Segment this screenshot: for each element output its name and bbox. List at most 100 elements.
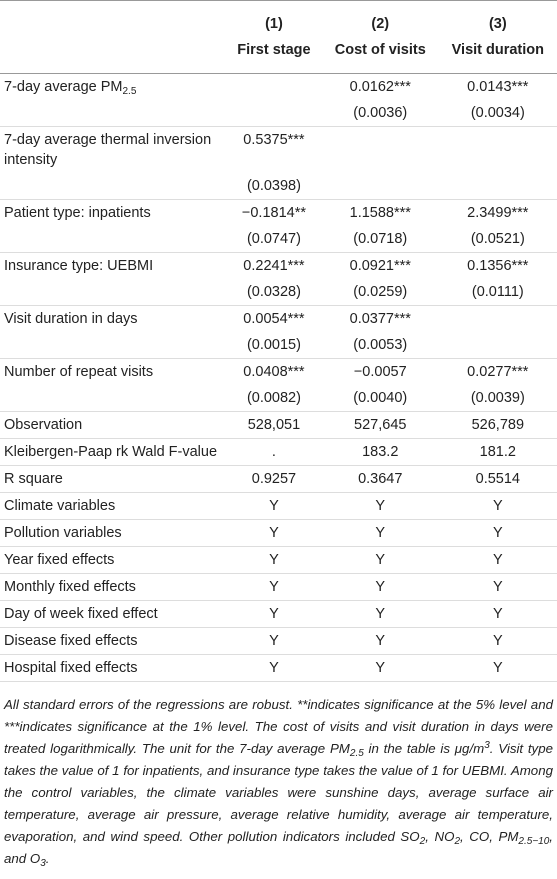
table-head: (1) First stage (2) Cost of visits (3) Visit … xyxy=(0,0,557,74)
se-cell xyxy=(321,173,439,200)
row-label-text: 7-day average PM xyxy=(4,79,123,95)
coef-cell: Y xyxy=(438,492,557,520)
row-label: Disease fixed effects xyxy=(0,627,226,655)
coef-cell: 0.2241*** xyxy=(243,258,305,274)
coef-cell: 0.5514 xyxy=(438,465,557,493)
se-cell: (0.0039) xyxy=(438,385,557,412)
coef-cell: . xyxy=(226,438,322,466)
se-cell xyxy=(226,100,322,127)
se-cell: (0.0111) xyxy=(438,279,557,306)
note-text: . Visit type takes the value of 1 for in… xyxy=(4,741,553,844)
se-cell: (0.0259) xyxy=(321,279,439,306)
note-sub: 2 xyxy=(454,836,460,847)
coef-cell: Y xyxy=(321,600,439,628)
se-cell: (0.0747) xyxy=(226,226,322,253)
note-sub: 2.5 xyxy=(349,748,364,759)
se-row: (0.0747) (0.0718) (0.0521) xyxy=(0,226,557,253)
note-text: , CO, PM xyxy=(460,829,519,844)
row-label: 7-day average PM2.5 xyxy=(0,74,226,101)
coef-cell: 1.1588*** xyxy=(349,205,411,221)
coef-cell: 0.0377*** xyxy=(349,311,411,327)
table-body: 7-day average PM2.5 0.0162*** 0.0143*** (0.… xyxy=(0,74,557,682)
se-cell: (0.0521) xyxy=(438,226,557,253)
row-label-blank xyxy=(0,173,226,200)
row-label: Climate variables xyxy=(0,492,226,520)
coef-row: Disease fixed effects Y Y Y xyxy=(0,627,557,655)
coef-cell xyxy=(322,127,439,174)
column-header: (2) Cost of visits xyxy=(321,0,439,74)
coef-row: Kleibergen-Paap rk Wald F-value. 183.2 181… xyxy=(0,438,557,466)
coef-cell: Y xyxy=(321,654,439,682)
coef-cell: Y xyxy=(226,519,322,547)
se-cell: (0.0328) xyxy=(226,279,322,306)
coef-row: Observation 528,051 527,645 526,789 xyxy=(0,411,557,439)
row-label: 7-day average thermal inversion intensit… xyxy=(4,132,212,168)
note-sup: 3 xyxy=(484,740,490,751)
se-cell: (0.0718) xyxy=(321,226,439,253)
row-label-sub: 2.5 xyxy=(122,86,137,97)
row-label: Day of week fixed effect xyxy=(0,600,226,628)
coef-cell: Y xyxy=(438,519,557,547)
coef-cell: Y xyxy=(321,573,439,601)
results-table: (1) First stage (2) Cost of visits (3) Visit … xyxy=(0,0,557,682)
coef-cell: Y xyxy=(438,654,557,682)
row-label-blank xyxy=(0,332,226,359)
coef-cell: 0.0408*** xyxy=(243,364,305,380)
coef-cell: 0.3647 xyxy=(321,465,439,493)
row-label: Visit duration in days xyxy=(4,311,138,327)
coef-row: Number of repeat visits 0.0408*** −0.0057 0… xyxy=(0,359,557,386)
coef-cell: Y xyxy=(438,573,557,601)
se-cell: (0.0053) xyxy=(321,332,439,359)
column-number: (2) xyxy=(371,16,390,32)
coef-cell: Y xyxy=(321,627,439,655)
row-label: R square xyxy=(0,465,226,493)
row-label-blank xyxy=(0,226,226,253)
row-label: Number of repeat visits xyxy=(4,364,154,380)
note-text: , and O xyxy=(4,829,553,866)
coef-cell: Y xyxy=(321,519,439,547)
se-cell: (0.0036) xyxy=(321,100,439,127)
coef-cell xyxy=(226,74,322,101)
coef-row: Hospital fixed effects Y Y Y xyxy=(0,654,557,682)
coef-cell: −0.1814** xyxy=(241,205,306,221)
header-blank xyxy=(0,0,226,74)
coef-cell: 0.5375*** xyxy=(243,132,305,148)
coef-cell: 528,051 xyxy=(226,411,322,439)
column-number: (3) xyxy=(488,16,507,32)
coef-row: R square 0.9257 0.3647 0.5514 xyxy=(0,465,557,493)
coef-cell: Y xyxy=(226,492,322,520)
se-cell: (0.0398) xyxy=(226,173,322,200)
coef-cell: 0.0054*** xyxy=(243,311,305,327)
column-name: First stage xyxy=(237,42,311,58)
column-header: (1) First stage xyxy=(226,0,322,74)
se-cell: (0.0040) xyxy=(321,385,439,412)
coef-cell: −0.0057 xyxy=(353,364,407,380)
row-label: Patient type: inpatients xyxy=(4,205,151,221)
note-sub: 2.5−10 xyxy=(518,836,550,847)
row-label-blank xyxy=(0,100,226,127)
note-text: All standard errors of the regressions a… xyxy=(4,697,553,756)
row-label: Pollution variables xyxy=(0,519,226,547)
column-name: Cost of visits xyxy=(334,42,426,58)
note-sub: 3 xyxy=(40,858,46,869)
coef-row: Year fixed effects Y Y Y xyxy=(0,546,557,574)
coef-cell: Y xyxy=(226,573,322,601)
se-cell xyxy=(438,332,557,359)
coef-cell: 0.1356*** xyxy=(467,258,529,274)
se-row: (0.0328) (0.0259) (0.0111) xyxy=(0,279,557,306)
note-text: , NO xyxy=(425,829,455,844)
se-row: (0.0015) (0.0053) xyxy=(0,332,557,359)
row-label: Insurance type: UEBMI xyxy=(4,258,154,274)
coef-cell: 2.3499*** xyxy=(467,205,529,221)
row-label: Kleibergen-Paap rk Wald F-value xyxy=(0,438,226,466)
header-row: (1) First stage (2) Cost of visits (3) Visit … xyxy=(0,0,557,74)
se-row: (0.0082) (0.0040) (0.0039) xyxy=(0,385,557,412)
coef-cell: 183.2 xyxy=(321,438,439,466)
row-label: Monthly fixed effects xyxy=(0,573,226,601)
note-text: in the table is μg/m xyxy=(363,741,485,756)
column-number: (1) xyxy=(265,16,283,32)
coef-row: 7-day average PM2.5 0.0162*** 0.0143*** xyxy=(0,74,557,101)
coef-cell xyxy=(439,306,557,333)
note-text: . xyxy=(45,851,50,866)
coef-cell: Y xyxy=(226,627,322,655)
